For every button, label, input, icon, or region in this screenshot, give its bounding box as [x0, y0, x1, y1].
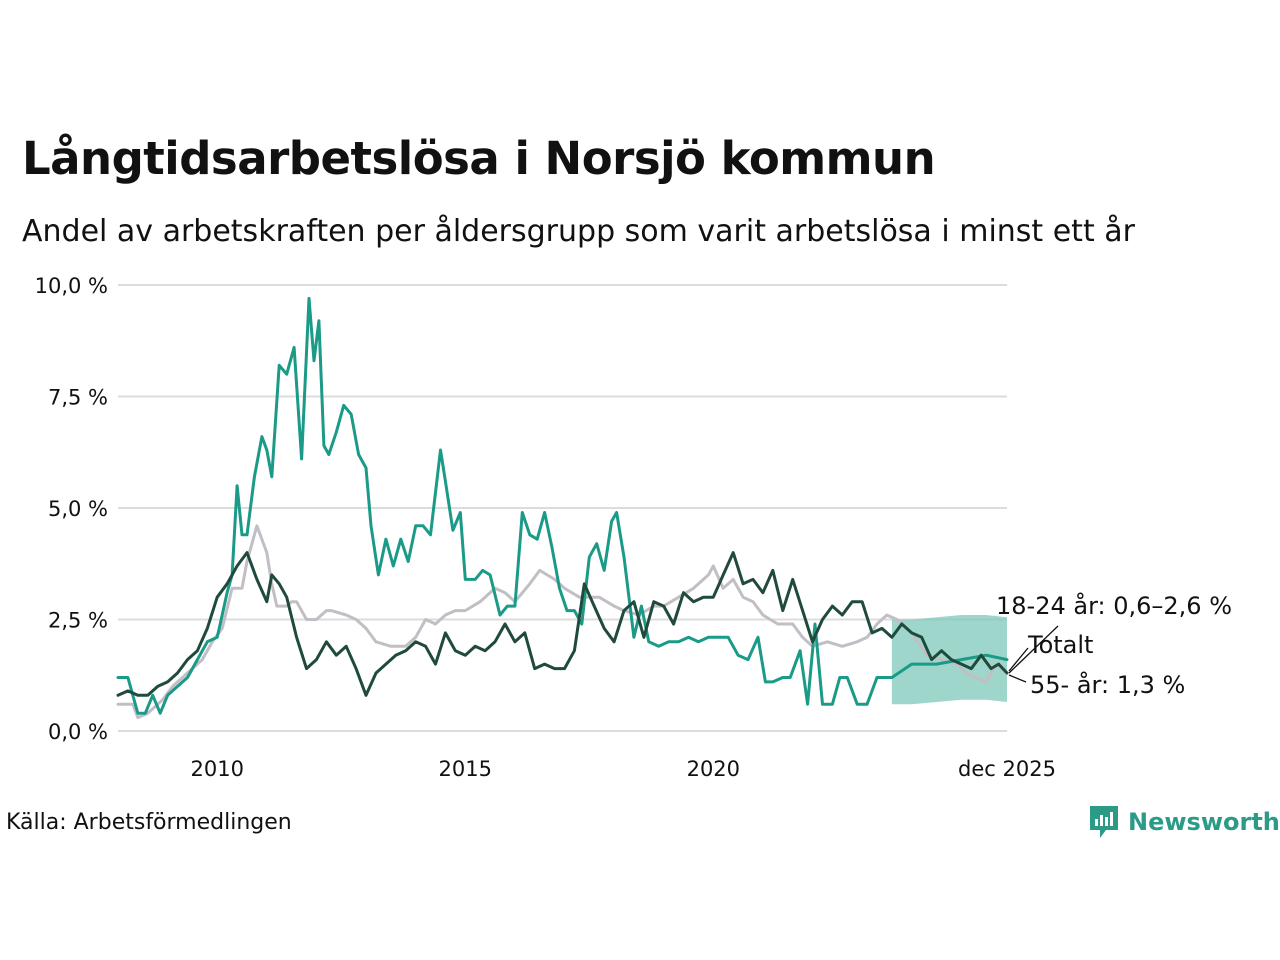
y-tick-label: 7,5 % — [48, 386, 108, 410]
youth-series-line — [116, 296, 1009, 715]
total-end-label: Totalt — [1027, 631, 1093, 659]
brand-logo: Newsworthy — [1088, 804, 1280, 840]
senior-series-line — [116, 524, 1009, 720]
x-tick-label: 2010 — [190, 757, 243, 781]
youth-label-leader — [1008, 625, 1059, 674]
y-tick-label: 5,0 % — [48, 497, 108, 521]
brand-name: Newsworthy — [1128, 808, 1280, 836]
x-tick-label: dec 2025 — [958, 757, 1056, 781]
y-tick-label: 2,5 % — [48, 609, 108, 633]
x-tick-label: 2020 — [687, 757, 740, 781]
source-note: Källa: Arbetsförmedlingen — [6, 810, 292, 835]
y-tick-label: 10,0 % — [35, 274, 108, 298]
senior-end-label: 55- år: 1,3 % — [1030, 670, 1185, 699]
chart-title: Långtidsarbetslösa i Norsjö kommun — [22, 132, 936, 185]
total-series-line — [116, 551, 1009, 697]
x-tick-label: 2015 — [439, 757, 492, 781]
senior-label-leader — [1008, 674, 1027, 683]
newsworthy-icon — [1090, 806, 1118, 838]
total-label-leader — [1008, 647, 1029, 672]
y-tick-label: 0,0 % — [48, 720, 108, 744]
youth-end-label: 18-24 år: 0,6–2,6 % — [996, 591, 1232, 620]
chart-subtitle: Andel av arbetskraften per åldersgrupp s… — [22, 214, 1135, 249]
